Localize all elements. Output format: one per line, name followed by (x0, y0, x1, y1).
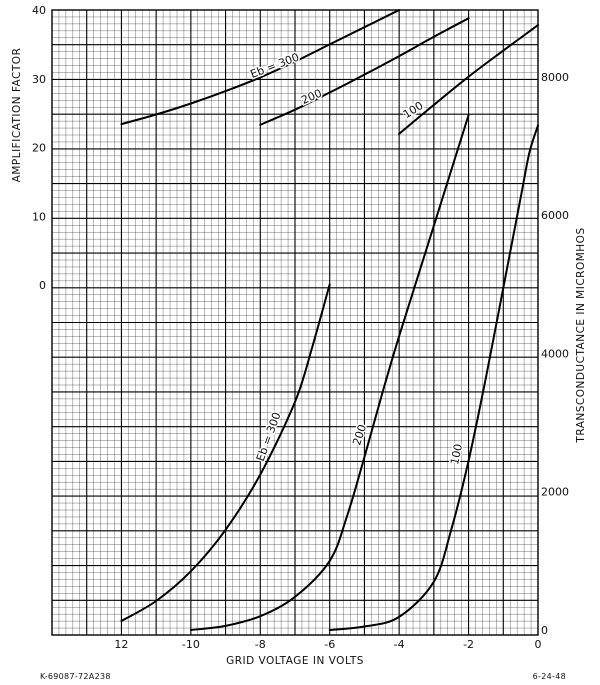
x-tick-label: 0 (535, 638, 542, 651)
transconductance-curve (189, 114, 470, 631)
amplification-curve (120, 9, 401, 126)
y-right-axis-label: TRANSCONDUCTANCE IN MICROMHOS (575, 227, 587, 443)
x-tick-label: 12 (114, 638, 128, 651)
y-left-tick-label: 30 (32, 73, 46, 86)
y-left-tick-label: 20 (32, 142, 46, 155)
chart-grid (51, 9, 539, 636)
curve-label-gm-100: 100 (448, 443, 465, 466)
y-left-tick-label: 10 (32, 210, 46, 223)
x-tick-label: -8 (255, 638, 266, 651)
x-tick-label: -10 (182, 638, 200, 651)
amplification-curve (259, 17, 470, 126)
y-right-tick-label: 4000 (541, 347, 569, 360)
y-left-axis-label: AMPLIFICATION FACTOR (11, 48, 23, 183)
y-right-tick-label: 0 (541, 624, 548, 637)
y-left-tick-label: 0 (39, 279, 46, 292)
data-curves (120, 9, 539, 631)
y-right-tick-label: 6000 (541, 209, 569, 222)
y-right-tick-label: 2000 (541, 486, 569, 499)
transconductance-curve (328, 124, 539, 631)
x-tick-label: -2 (463, 638, 474, 651)
x-tick-label: -6 (324, 638, 335, 651)
transconductance-curve (120, 283, 331, 622)
drawing-date: 6-24-48 (533, 672, 566, 681)
drawing-number: K-69087-72A238 (40, 672, 111, 681)
y-left-tick-label: 40 (32, 4, 46, 17)
x-tick-label: -4 (394, 638, 405, 651)
amplification-curve (398, 24, 539, 135)
x-axis-label: GRID VOLTAGE IN VOLTS (226, 655, 364, 667)
y-right-tick-label: 8000 (541, 71, 569, 84)
curve-label-amp-200: 200 (299, 87, 323, 107)
